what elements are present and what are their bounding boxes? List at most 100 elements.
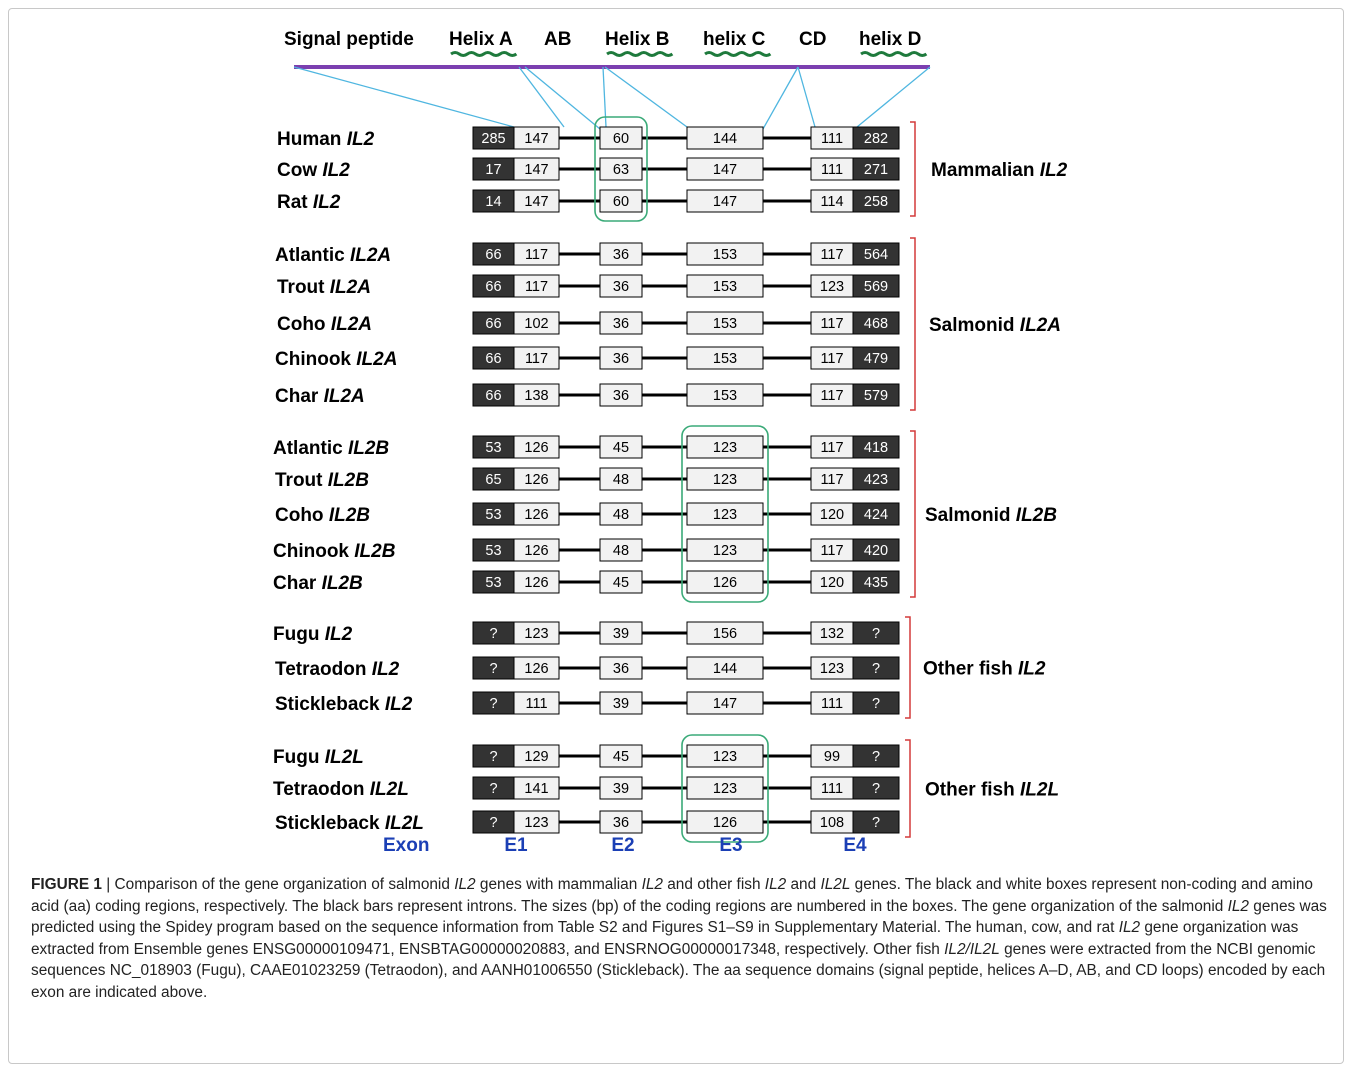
noncoding-box	[852, 435, 900, 459]
coding-size: 111	[821, 162, 843, 178]
coding-size: 111	[821, 131, 843, 147]
domain-mapping-line	[293, 66, 515, 128]
coding-size: 48	[613, 507, 629, 523]
gene-name: IL2A	[356, 349, 397, 370]
noncoding-size: 424	[864, 507, 888, 523]
noncoding-size: 579	[864, 388, 888, 404]
gene-row: Tetraodon IL2? 126 36 144 123?	[275, 656, 900, 680]
coding-size: 48	[613, 472, 629, 488]
noncoding-size: ?	[872, 749, 880, 765]
coding-size: 45	[613, 440, 629, 456]
species-name: Fugu	[273, 747, 325, 768]
domain-mapping-line	[856, 66, 931, 128]
gene-row: Human IL2 285 147 60 144 111 282	[277, 126, 900, 150]
coding-box	[686, 189, 764, 213]
species-name: Stickleback	[275, 694, 385, 715]
group-label: Other fish IL2	[923, 659, 1046, 680]
noncoding-size: ?	[872, 781, 880, 797]
gene-label: Chinook IL2B	[273, 541, 396, 562]
coding-box	[599, 435, 643, 459]
noncoding-size: 17	[485, 162, 501, 178]
domain-mapping-line	[602, 66, 607, 128]
gene-label: Fugu IL2L	[273, 747, 364, 768]
coding-size: 120	[820, 507, 844, 523]
gene-row: Trout IL2A 66 117 36 153 123 569	[277, 274, 900, 298]
noncoding-box	[852, 346, 900, 370]
group-bracket	[905, 616, 911, 719]
figure-caption: FIGURE 1 | Comparison of the gene organi…	[31, 874, 1331, 1003]
gene-label: Coho IL2A	[277, 314, 372, 335]
helix-icon	[704, 51, 772, 57]
coding-box	[513, 621, 560, 645]
coding-size: 117	[820, 351, 843, 367]
domain-mapping-line	[797, 66, 816, 128]
coding-box	[599, 691, 643, 715]
gene-row: Cow IL2 17 147 63 147 111 271	[277, 157, 900, 181]
domain-mapping-line	[524, 66, 601, 130]
coding-size: 123	[713, 781, 737, 797]
caption-gene-name: IL2/IL2L	[944, 940, 1000, 958]
noncoding-size: 66	[485, 316, 501, 332]
caption-gene-name: IL2	[764, 876, 787, 893]
coding-size: 117	[820, 316, 843, 332]
domain-label: CD	[799, 29, 826, 50]
species-name: Coho	[277, 314, 331, 335]
noncoding-size: 53	[485, 543, 501, 559]
coding-box	[599, 467, 643, 491]
species-name: Tetraodon	[273, 779, 370, 800]
coding-size: 99	[824, 749, 840, 765]
gene-row: Char IL2A 66 138 36 153 117 579	[275, 383, 900, 407]
gene-label: Atlantic IL2A	[275, 245, 391, 266]
species-name: Atlantic	[273, 438, 348, 459]
conserved-exon-highlight	[594, 116, 648, 222]
coding-size: 36	[613, 316, 629, 332]
gene-row: Fugu IL2? 123 39 156 132?	[273, 621, 900, 645]
coding-size: 126	[524, 661, 548, 677]
coding-size: 111	[821, 781, 843, 797]
coding-size: 147	[713, 696, 737, 712]
conserved-exon-highlight	[681, 425, 769, 603]
gene-label: Chinook IL2A	[275, 349, 397, 370]
coding-box	[513, 776, 560, 800]
group-bracket	[910, 121, 916, 217]
gene-name: IL2	[322, 160, 350, 181]
coding-size: 36	[613, 279, 629, 295]
gene-label: Trout IL2B	[275, 470, 369, 491]
coding-box	[686, 311, 764, 335]
gene-label: Cow IL2	[277, 160, 350, 181]
coding-size: 117	[525, 247, 548, 263]
coding-box	[686, 538, 764, 562]
noncoding-box	[852, 242, 900, 266]
coding-box	[599, 274, 643, 298]
noncoding-size: ?	[489, 749, 497, 765]
coding-box	[686, 346, 764, 370]
gene-row: Tetraodon IL2L? 141 39 123 111?	[273, 776, 900, 800]
coding-box	[513, 435, 560, 459]
coding-size: 39	[613, 781, 629, 797]
coding-box	[686, 242, 764, 266]
noncoding-size: 435	[864, 575, 888, 591]
group-gene: IL2L	[1020, 780, 1059, 801]
coding-box	[513, 157, 560, 181]
coding-box	[686, 691, 764, 715]
coding-size: 111	[525, 696, 547, 712]
noncoding-size: ?	[489, 626, 497, 642]
coding-box	[686, 570, 764, 594]
coding-size: 48	[613, 543, 629, 559]
coding-box	[686, 744, 764, 768]
coding-size: 36	[613, 815, 629, 831]
coding-size: 126	[524, 543, 548, 559]
group-bracket	[910, 430, 916, 598]
gene-label: Coho IL2B	[275, 505, 370, 526]
noncoding-size: 66	[485, 279, 501, 295]
coding-box	[686, 656, 764, 680]
gene-label: Fugu IL2	[273, 624, 353, 645]
coding-box	[599, 126, 643, 150]
conserved-exon-highlight	[681, 734, 769, 843]
gene-name: IL2	[313, 192, 341, 213]
coding-size: 147	[524, 131, 548, 147]
coding-box	[599, 538, 643, 562]
coding-size: 156	[713, 626, 737, 642]
gene-row: Stickleback IL2? 111 39 147 111?	[275, 691, 900, 715]
noncoding-size: ?	[872, 696, 880, 712]
